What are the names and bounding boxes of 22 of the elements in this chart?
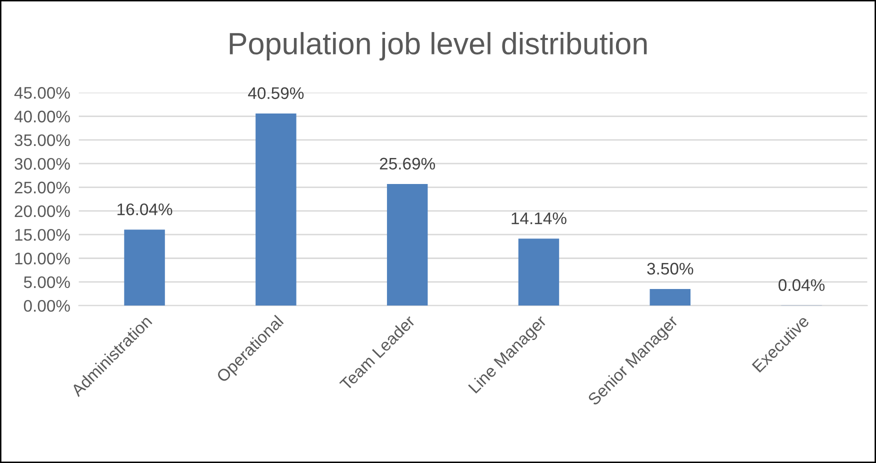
y-tick-label: 25.00% [14, 182, 70, 194]
chart-title: Population job level distribution [230, 32, 647, 61]
y-tick-label: 35.00% [14, 134, 70, 146]
data-label: 25.69% [380, 158, 436, 170]
bar [256, 113, 296, 306]
y-tick-label: 10.00% [15, 252, 70, 264]
data-label: 16.04% [118, 203, 172, 216]
bar [518, 238, 560, 306]
y-tick-label: 30.00% [14, 158, 70, 170]
data-label: 40.59% [248, 87, 304, 100]
y-tick-label: 40.00% [14, 110, 70, 122]
y-tick-label: 15.00% [15, 228, 70, 241]
data-label: 3.50% [647, 262, 694, 275]
y-tick-label: 45.00% [14, 87, 70, 99]
y-tick-label: 0.00% [24, 300, 70, 312]
bar [124, 230, 165, 306]
y-tick-label: 5.00% [24, 276, 70, 288]
bar [386, 184, 428, 306]
bar [650, 289, 691, 306]
data-label: 14.14% [512, 212, 566, 224]
y-tick-label: 20.00% [14, 205, 70, 218]
data-label: 0.04% [778, 279, 825, 291]
